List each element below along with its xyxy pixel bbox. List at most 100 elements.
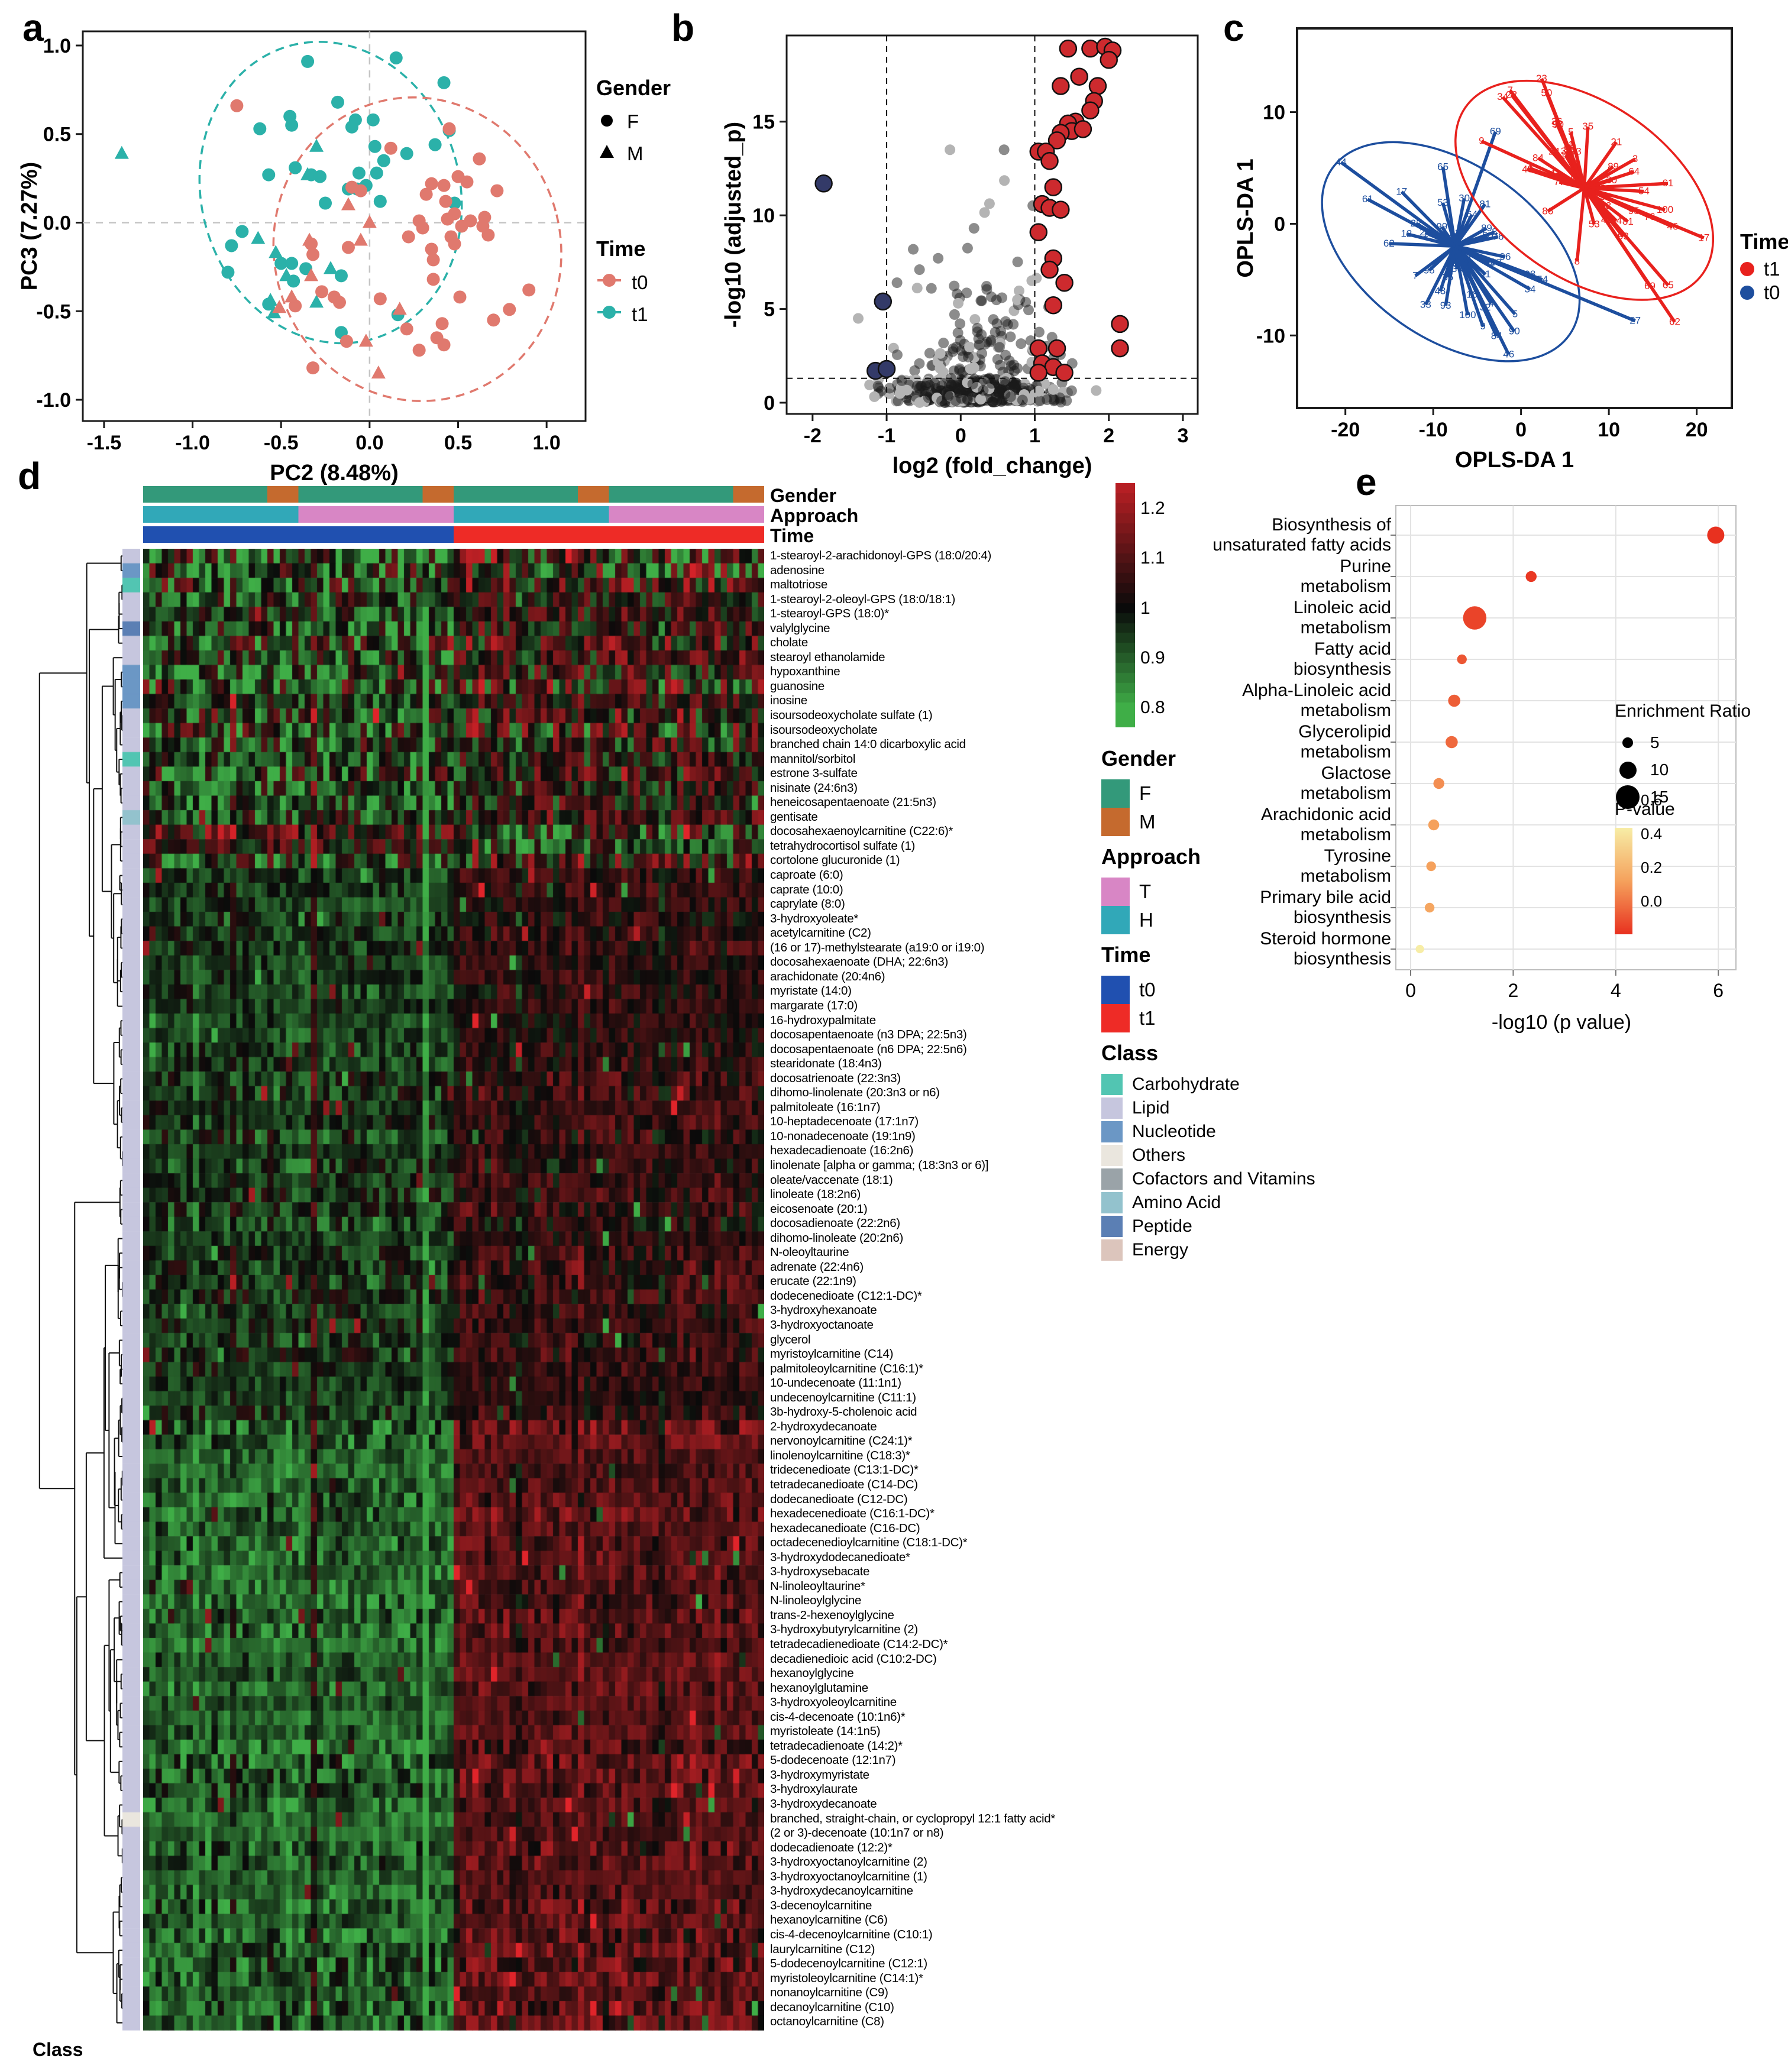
row-label: docosapentaenoate (n6 DPA; 22:5n6) xyxy=(770,1042,967,1056)
svg-text:35: 35 xyxy=(1582,121,1593,132)
row-label: tetradecadienoate (14:2)* xyxy=(770,1738,903,1753)
row-label: cholate xyxy=(770,636,809,650)
svg-text:81: 81 xyxy=(1622,216,1634,227)
svg-text:4: 4 xyxy=(1489,297,1494,309)
svg-text:0: 0 xyxy=(764,392,775,415)
row-label: 2-hydroxydecanoate xyxy=(770,1419,877,1433)
svg-text:0: 0 xyxy=(1405,980,1416,1001)
row-label: dodecanedioate (C12-DC) xyxy=(770,1492,908,1506)
pvalue-tick: 0.2 xyxy=(1641,859,1663,876)
row-label: stearidonate (18:4n3) xyxy=(770,1057,882,1071)
row-label: 5-dodecenoylcarnitine (C12:1) xyxy=(770,1957,927,1971)
svg-text:metabolism: metabolism xyxy=(1301,866,1391,886)
class-swatch xyxy=(1101,1121,1123,1142)
row-label: linolenate [alpha or gamma; (18:3n3 or 6… xyxy=(770,1158,989,1172)
row-label: 3b-hydroxy-5-cholenoic acid xyxy=(770,1405,917,1419)
svg-text:3: 3 xyxy=(1466,266,1471,277)
row-label: docosadienoate (22:2n6) xyxy=(770,1216,900,1231)
time-t1-swatch xyxy=(1101,1004,1130,1032)
svg-text:9: 9 xyxy=(1480,320,1485,332)
row-label: acetylcarnitine (C2) xyxy=(770,926,871,940)
svg-text:100: 100 xyxy=(1657,204,1673,215)
row-label: myristoleate (14:1n5) xyxy=(770,1724,881,1738)
row-label: nervonoylcarnitine (C24:1)* xyxy=(770,1434,913,1448)
approach-T-label: T xyxy=(1139,880,1152,902)
triangle-marker-icon xyxy=(596,141,617,167)
svg-text:53: 53 xyxy=(1589,219,1600,230)
svg-text:48: 48 xyxy=(1522,164,1533,175)
heatmap-gender-legend: Gender F M xyxy=(1101,746,1176,842)
row-label: nisinate (24:6n3) xyxy=(770,781,858,795)
svg-text:Alpha-Linoleic acid: Alpha-Linoleic acid xyxy=(1242,681,1391,700)
row-label: gentisate xyxy=(770,810,818,824)
svg-text:11: 11 xyxy=(1480,268,1491,280)
colorbar-tick: 0.8 xyxy=(1140,698,1165,718)
svg-text:0.0: 0.0 xyxy=(43,212,71,235)
panel-label-a: a xyxy=(22,7,44,49)
svg-text:-1.0: -1.0 xyxy=(36,389,71,412)
row-label: adenosine xyxy=(770,563,825,577)
svg-text:1.0: 1.0 xyxy=(533,432,561,454)
svg-text:35: 35 xyxy=(1442,271,1453,283)
row-label: myristate (14:0) xyxy=(770,984,852,998)
row-label: tetradecadienedioate (C14:2-DC)* xyxy=(770,1637,948,1652)
svg-text:95: 95 xyxy=(1424,264,1435,276)
svg-text:15: 15 xyxy=(752,111,775,134)
heatmap-approach-legend: Approach T H xyxy=(1101,844,1201,940)
row-label: nonanoylcarnitine (C9) xyxy=(770,1986,888,2000)
er-legend-item: 10 xyxy=(1615,757,1751,783)
hm-approach-title: Approach xyxy=(1101,844,1201,869)
pvalue-tick: 0.0 xyxy=(1641,892,1663,910)
t1-marker-icon xyxy=(596,302,622,328)
row-label: docosapentaenoate (n3 DPA; 22:5n3) xyxy=(770,1028,967,1042)
row-label: 1-stearoyl-GPS (18:0)* xyxy=(770,607,889,621)
svg-text:0.0: 0.0 xyxy=(355,432,383,454)
svg-text:12: 12 xyxy=(1401,228,1412,239)
row-label: linolenoylcarnitine (C18:3)* xyxy=(770,1448,910,1462)
row-label: octadecenedioylcarnitine (C18:1-DC)* xyxy=(770,1536,968,1550)
svg-text:5: 5 xyxy=(1568,126,1573,137)
class-swatch xyxy=(1101,1192,1123,1213)
colorbar-tick: 1.1 xyxy=(1140,548,1165,568)
pca-gender-legend-title: Gender xyxy=(596,76,671,100)
t1-dot-icon xyxy=(1740,262,1754,276)
class-legend-item: Peptide xyxy=(1101,1216,1315,1237)
svg-text:-20: -20 xyxy=(1331,419,1360,441)
class-label: Lipid xyxy=(1132,1098,1170,1118)
row-label: 3-hydroxymyristate xyxy=(770,1767,869,1782)
time-t0-label: t0 xyxy=(1139,979,1156,1001)
row-label: estrone 3-sulfate xyxy=(770,766,858,781)
svg-text:PC2 (8.48%): PC2 (8.48%) xyxy=(270,461,399,485)
row-label: margarate (17:0) xyxy=(770,998,858,1012)
row-label: maltotriose xyxy=(770,578,827,592)
svg-text:30: 30 xyxy=(1606,174,1617,186)
svg-text:86: 86 xyxy=(1542,205,1553,216)
svg-text:34: 34 xyxy=(1524,283,1535,294)
oplsda-legend-title: Time xyxy=(1740,229,1788,254)
row-label: adrenate (22:4n6) xyxy=(770,1260,864,1274)
class-legend-item: Energy xyxy=(1101,1239,1315,1261)
row-dendrogram xyxy=(38,555,124,2024)
row-label: docosatrienoate (22:3n3) xyxy=(770,1071,901,1085)
row-label: stearoyl ethanolamide xyxy=(770,650,885,664)
row-label: oleate/vaccenate (18:1) xyxy=(770,1173,893,1187)
row-label: 3-hydroxydecanoate xyxy=(770,1797,877,1811)
svg-text:-0.5: -0.5 xyxy=(264,432,299,454)
row-label: decanoylcarnitine (C10) xyxy=(770,2000,894,2014)
svg-text:99: 99 xyxy=(1564,147,1575,158)
hm-time-title: Time xyxy=(1101,943,1151,967)
panel-label-d: d xyxy=(18,455,41,497)
svg-text:Linoleic acid: Linoleic acid xyxy=(1294,598,1391,617)
row-label: isoursodeoxycholate sulfate (1) xyxy=(770,708,933,723)
class-label: Others xyxy=(1132,1145,1186,1165)
panel-label-b: b xyxy=(671,7,695,49)
class-label: Peptide xyxy=(1132,1216,1192,1236)
class-legend-item: Lipid xyxy=(1101,1097,1315,1119)
class-legend-item: Nucleotide xyxy=(1101,1121,1315,1142)
hm-gender-title: Gender xyxy=(1101,746,1176,770)
svg-text:5: 5 xyxy=(764,299,775,321)
svg-text:2: 2 xyxy=(1508,980,1519,1001)
svg-text:62: 62 xyxy=(1669,316,1680,328)
